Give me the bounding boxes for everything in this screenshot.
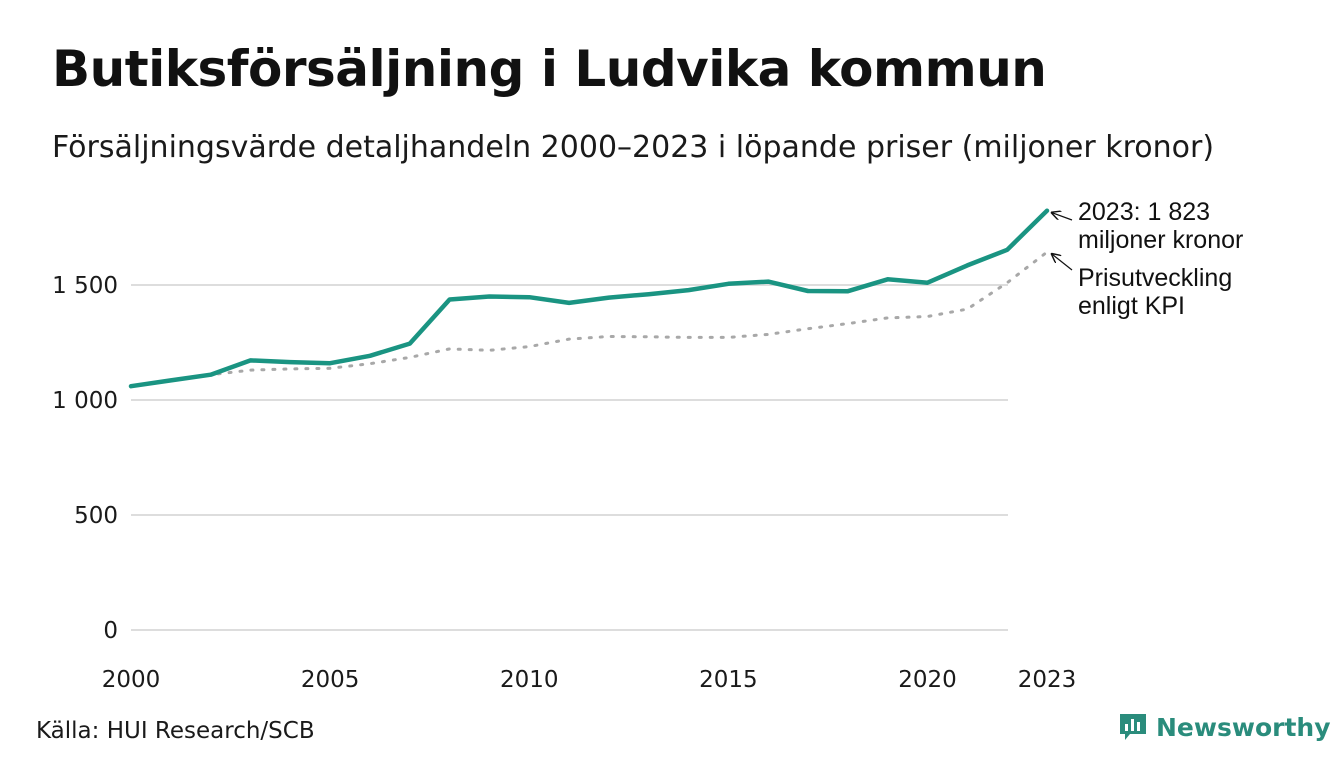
data-point-kpi-2022 [1004,280,1010,286]
data-point-sales-2008 [447,296,453,302]
newsworthy-logo-icon [1120,714,1146,740]
data-point-sales-2020 [925,280,931,286]
data-point-sales-2010 [526,294,532,300]
data-point-sales-2017 [805,288,811,294]
annotation-label: miljoner kronor [1078,226,1243,254]
data-point-sales-2013 [646,291,652,297]
data-point-sales-2006 [367,353,373,359]
data-point-kpi-2005 [327,365,333,371]
data-point-kpi-2014 [686,334,692,340]
data-point-kpi-2008 [447,346,453,352]
data-point-kpi-2021 [964,306,970,312]
brand-name: Newsworthy [1156,712,1331,742]
source-note: Källa: HUI Research/SCB [36,718,315,744]
data-point-sales-2004 [287,359,293,365]
series-line-sales [128,208,1050,389]
data-point-sales-2003 [247,357,253,363]
data-point-kpi-2002 [208,372,214,378]
data-point-kpi-2003 [247,367,253,373]
chart-title: Butiksförsäljning i Ludvika kommun [52,40,1047,98]
data-point-kpi-2011 [566,336,572,342]
annotation-label: Prisutveckling [1078,264,1232,292]
data-point-sales-2022 [1004,247,1010,253]
data-point-sales-2023 [1044,208,1050,214]
series-line-kpi [129,250,1049,388]
data-point-kpi-2015 [725,334,731,340]
data-point-sales-2009 [486,294,492,300]
data-point-sales-2018 [845,288,851,294]
data-point-sales-2012 [606,295,612,301]
y-tick-label: 1 000 [52,388,118,414]
x-tick-label: 2015 [699,667,758,693]
data-point-kpi-2012 [606,334,612,340]
data-point-sales-2014 [686,287,692,293]
x-tick-label: 2005 [301,667,360,693]
data-point-kpi-2000 [128,383,134,389]
data-point-sales-2011 [566,300,572,306]
data-point-sales-2015 [725,281,731,287]
y-tick-label: 1 500 [52,273,118,299]
newsworthy-logo[interactable]: Newsworthy [1118,712,1331,742]
data-point-kpi-2007 [407,354,413,360]
data-point-sales-2016 [765,279,771,285]
x-tick-label: 2020 [898,667,957,693]
data-point-sales-2021 [964,262,970,268]
data-point-kpi-2019 [885,315,891,321]
data-point-kpi-2017 [805,326,811,332]
data-point-kpi-2023 [1044,249,1050,255]
annotation-label: 2023: 1 823 [1078,198,1210,226]
data-point-kpi-2009 [486,347,492,353]
data-point-kpi-2004 [287,366,293,372]
data-point-kpi-2016 [765,331,771,337]
x-tick-label: 2010 [500,667,559,693]
annotation-arrow [1052,254,1073,271]
x-tick-label: 2023 [1018,667,1077,693]
data-point-kpi-2013 [646,334,652,340]
data-point-kpi-2020 [925,314,931,320]
data-point-kpi-2010 [526,344,532,350]
data-point-sales-2007 [407,341,413,347]
data-point-kpi-2018 [845,321,851,327]
annotation-label: enligt KPI [1078,292,1185,320]
x-tick-label: 2000 [102,667,161,693]
y-tick-label: 0 [103,618,118,644]
y-tick-label: 500 [74,503,118,529]
data-point-kpi-2001 [168,377,174,383]
data-point-kpi-2006 [367,361,373,367]
chart-subtitle: Försäljningsvärde detaljhandeln 2000–202… [52,130,1215,165]
annotation-arrow [1052,213,1073,221]
data-point-sales-2019 [885,276,891,282]
